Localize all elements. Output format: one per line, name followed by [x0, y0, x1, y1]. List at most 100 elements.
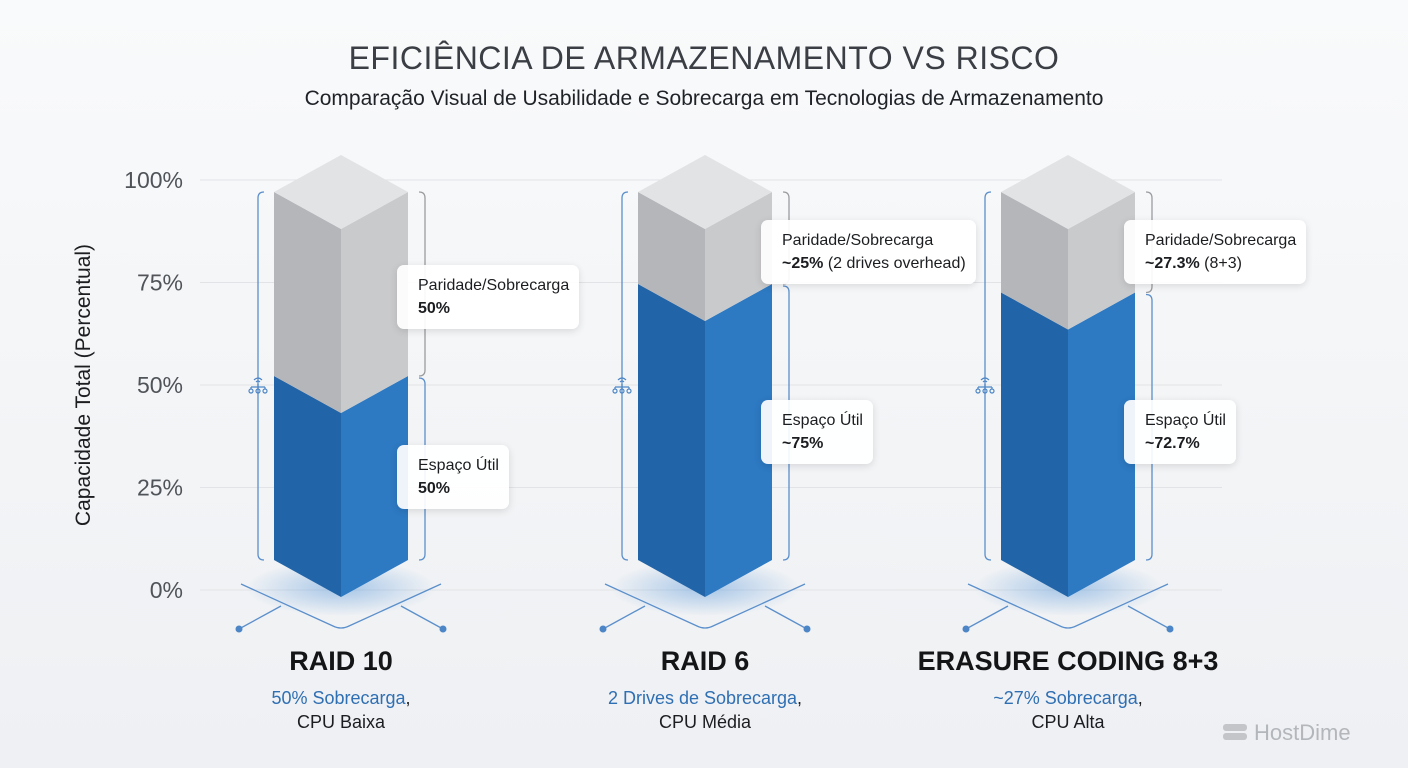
y-tick-label: 25% — [137, 475, 183, 501]
category-name: ERASURE CODING 8+3 — [917, 646, 1219, 676]
base-outline — [604, 583, 806, 629]
cpu-usage: CPU Média — [658, 712, 752, 732]
usable-label-title: Espaço Útil — [418, 457, 499, 474]
base-line — [1127, 605, 1171, 630]
overhead-summary: 50% Sobrecarga — [271, 688, 406, 708]
node — [975, 388, 981, 394]
usable-label-value: 50% — [418, 480, 451, 497]
bar-overhead-left-face — [638, 192, 705, 321]
overhead-label-value: 50% — [418, 300, 451, 317]
overhead-label-title: Paridade/Sobrecarga — [418, 277, 570, 294]
y-axis-label: Capacidade Total (Percentual) — [72, 244, 95, 526]
comma: , — [405, 688, 411, 708]
base-line — [602, 605, 646, 630]
wifi-arcs — [617, 377, 627, 383]
base-line — [238, 605, 282, 630]
y-tick-label: 100% — [124, 167, 183, 193]
node — [262, 388, 268, 394]
base-outline — [240, 583, 442, 629]
usable-label-title: Espaço Útil — [782, 412, 863, 429]
base-dot — [803, 625, 811, 633]
node — [982, 388, 988, 394]
bar-top-face — [274, 155, 408, 229]
bar-overhead-right-face — [705, 192, 772, 321]
cpu-usage: CPU Baixa — [296, 712, 386, 732]
category-description: ~27% Sobrecarga, CPU Alta — [868, 686, 1268, 734]
bar-group — [235, 155, 447, 633]
total-bracket — [257, 191, 265, 561]
bar-usable-right-face — [705, 284, 772, 597]
bar-top-face — [1001, 155, 1135, 229]
base-outline — [967, 583, 1169, 629]
cpu-usage: CPU Alta — [1031, 712, 1105, 732]
overhead-summary: 2 Drives de Sobrecarga — [607, 688, 798, 708]
comma: , — [797, 688, 803, 708]
base-line — [965, 605, 1009, 630]
category-description: 50% Sobrecarga, CPU Baixa — [141, 686, 541, 734]
overhead-label-note: (2 drives overhead) — [823, 255, 966, 272]
category-name: RAID 6 — [660, 646, 750, 676]
usable-label: Espaço Útil 50% — [397, 445, 509, 509]
y-tick-label: 50% — [137, 372, 183, 398]
overhead-summary: ~27% Sobrecarga — [993, 688, 1138, 708]
tree-lines — [614, 384, 630, 389]
category-name: RAID 10 — [289, 646, 393, 676]
hostdime-logo: HostDime — [1222, 720, 1351, 746]
overhead-label-value: ~25% — [782, 255, 824, 272]
base-dot — [1166, 625, 1174, 633]
bar-usable-right-face — [1068, 292, 1135, 597]
usable-label-value: ~72.7% — [1145, 435, 1200, 452]
base-dot — [962, 625, 970, 633]
chart-title: EFICIÊNCIA DE ARMAZENAMENTO VS RISCO — [348, 40, 1060, 76]
node — [619, 388, 625, 394]
wifi-arcs — [253, 377, 263, 383]
server-stack-icon — [1223, 724, 1247, 740]
chart-subtitle: Comparação Visual de Usabilidade e Sobre… — [304, 87, 1104, 110]
overhead-label-value: ~27.3% — [1145, 255, 1200, 272]
base-dot — [235, 625, 243, 633]
overhead-label-title: Paridade/Sobrecarga — [782, 232, 934, 249]
bar-overhead-left-face — [274, 192, 341, 413]
bar-usable-right-face — [341, 376, 408, 597]
overhead-label: Paridade/Sobrecarga 50% — [397, 265, 580, 329]
bar-top-face — [638, 155, 772, 229]
comma: , — [1137, 688, 1143, 708]
base-line — [764, 605, 808, 630]
category-description: 2 Drives de Sobrecarga, CPU Média — [505, 686, 905, 734]
total-bracket — [984, 191, 992, 561]
bar-overhead-right-face — [341, 192, 408, 413]
bar-group — [599, 155, 811, 633]
tree-lines — [250, 384, 266, 389]
wifi-arcs — [980, 377, 990, 383]
bar-usable-left-face — [274, 376, 341, 597]
tree-lines — [977, 384, 993, 389]
usable-label: Espaço Útil ~75% — [761, 400, 873, 464]
node — [626, 388, 632, 394]
total-bracket — [621, 191, 629, 561]
overhead-label: Paridade/Sobrecarga ~25% (2 drives overhe… — [761, 220, 976, 284]
usable-label-title: Espaço Útil — [1145, 412, 1226, 429]
network-icon — [612, 377, 632, 394]
overhead-label: Paridade/Sobrecarga ~27.3% (8+3) — [1124, 220, 1307, 284]
bar-overhead-left-face — [1001, 192, 1068, 330]
node — [255, 388, 261, 394]
node — [612, 388, 618, 394]
y-tick-label: 0% — [150, 577, 183, 603]
bar-overhead-right-face — [1068, 192, 1135, 330]
node — [248, 388, 254, 394]
network-icon — [248, 377, 268, 394]
usable-label: Espaço Útil ~72.7% — [1124, 400, 1236, 464]
bar-usable-left-face — [638, 284, 705, 597]
y-tick-label: 75% — [137, 270, 183, 296]
base-dot — [439, 625, 447, 633]
overhead-label-note: (8+3) — [1199, 255, 1242, 272]
node — [989, 388, 995, 394]
base-dot — [599, 625, 607, 633]
base-line — [400, 605, 444, 630]
bar-group — [962, 155, 1174, 633]
bar-usable-left-face — [1001, 292, 1068, 597]
overhead-label-title: Paridade/Sobrecarga — [1145, 232, 1297, 249]
usable-label-value: ~75% — [782, 435, 824, 452]
network-icon — [975, 377, 995, 394]
